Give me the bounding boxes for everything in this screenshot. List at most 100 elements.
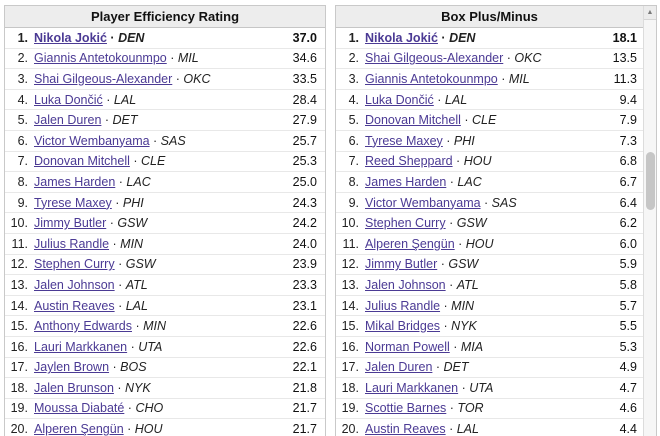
player-cell: Reed Sheppard · HOU [365,154,603,168]
player-link[interactable]: Austin Reaves [365,422,446,436]
leaderboard-row: 6. Victor Wembanyama · SAS 25.7 [5,131,325,152]
team-code: SAS [160,133,186,148]
stat-value: 5.9 [619,257,637,272]
team-code: LAL [456,422,479,436]
team-code: HOU [134,422,163,436]
leaderboard-row: 20. Alperen Şengün · HOU 21.7 [5,419,325,436]
leaderboard-row: 8. James Harden · LAC 6.7 [336,172,656,193]
player-link[interactable]: Nikola Jokić [34,30,107,45]
player-link[interactable]: Shai Gilgeous-Alexander [34,71,173,86]
player-link[interactable]: Jalen Duren [365,360,433,375]
player-link[interactable]: Moussa Diabaté [34,401,125,416]
player-link[interactable]: Norman Powell [365,339,450,354]
rank-number: 4. [17,92,28,107]
team-code: GSW [448,257,479,272]
player-link[interactable]: Stephen Curry [34,257,115,272]
player-link[interactable]: Donovan Mitchell [365,113,461,128]
separator-dot: · [109,360,121,375]
player-link[interactable]: Jaylen Brown [34,360,110,375]
leaderboard-row: 10. Jimmy Butler · GSW 24.2 [5,213,325,234]
stat-value: 34.6 [292,51,317,66]
player-link[interactable]: Shai Gilgeous-Alexander [365,51,504,66]
player-link[interactable]: Alperen Şengün [365,236,455,251]
team-code: OKC [514,51,542,66]
player-link[interactable]: Jalen Brunson [34,380,114,395]
rank-number: 12. [10,257,28,272]
stat-value: 11.3 [613,71,637,86]
player-link[interactable]: Tyrese Maxey [365,133,443,148]
player-link[interactable]: Jimmy Butler [365,257,438,272]
separator-dot: · [440,319,452,334]
player-cell: Nikola Jokić · DEN [365,31,603,45]
player-link[interactable]: Anthony Edwards [34,319,132,334]
leaderboard-row: 5. Jalen Duren · DET 27.9 [5,110,325,131]
leaderboard-row: 17. Jalen Duren · DET 4.9 [336,358,656,379]
rank-number: 12. [341,257,359,272]
player-cell: Alperen Şengün · HOU [34,422,283,436]
player-cell: Lauri Markkanen · UTA [365,381,603,395]
player-link[interactable]: Jalen Johnson [365,277,446,292]
player-link[interactable]: Giannis Antetokounmpo [34,51,167,66]
player-link[interactable]: James Harden [34,174,116,189]
rank-number: 10. [10,216,28,231]
player-link[interactable]: Nikola Jokić [365,30,438,45]
player-link[interactable]: Luka Dončić [365,92,434,107]
player-link[interactable]: Jalen Johnson [34,277,115,292]
leaderboard-row: 9. Tyrese Maxey · PHI 24.3 [5,193,325,214]
rank-number: 20. [10,422,28,436]
player-cell: Julius Randle · MIN [365,299,603,313]
scrollbar[interactable]: ▲ [643,6,656,436]
player-link[interactable]: Alperen Şengün [34,422,124,436]
player-cell: Jalen Duren · DET [34,113,283,127]
player-link[interactable]: Jalen Duren [34,113,102,128]
scroll-up-button[interactable]: ▲ [644,6,656,20]
player-link[interactable]: Giannis Antetokounmpo [365,71,498,86]
player-link[interactable]: Austin Reaves [34,298,115,313]
player-link[interactable]: Mikal Bridges [365,319,441,334]
separator-dot: · [102,92,114,107]
separator-dot: · [449,339,461,354]
panel-title: Box Plus/Minus [336,6,656,28]
leaderboard-row: 16. Norman Powell · MIA 5.3 [336,337,656,358]
player-link[interactable]: Lauri Markkanen [34,339,128,354]
leaderboard-row: 19. Moussa Diabaté · CHO 21.7 [5,399,325,420]
player-link[interactable]: Julius Randle [34,236,110,251]
player-link[interactable]: Victor Wembanyama [365,195,481,210]
leaderboard-row: 13. Jalen Johnson · ATL 5.8 [336,275,656,296]
leaderboard-row: 17. Jaylen Brown · BOS 22.1 [5,358,325,379]
chevron-up-icon: ▲ [646,9,654,16]
player-link[interactable]: Reed Sheppard [365,154,453,169]
player-link[interactable]: Luka Dončić [34,92,103,107]
team-code: BOS [120,360,147,375]
player-cell: Nikola Jokić · DEN [34,31,283,45]
player-link[interactable]: Scottie Barnes [365,401,447,416]
stat-value: 18.1 [612,30,637,45]
stat-value: 6.2 [619,216,637,231]
player-cell: Tyrese Maxey · PHI [34,196,283,210]
leaderboard-row: 18. Jalen Brunson · NYK 21.8 [5,378,325,399]
team-code: TOR [457,401,484,416]
player-link[interactable]: Stephen Curry [365,216,446,231]
stat-value: 5.8 [619,277,637,292]
player-link[interactable]: Julius Randle [365,298,441,313]
player-link[interactable]: Donovan Mitchell [34,154,130,169]
stat-value: 5.3 [619,339,637,354]
team-code: LAL [125,298,148,313]
player-link[interactable]: Jimmy Butler [34,216,107,231]
leaderboard-row: 3. Shai Gilgeous-Alexander · OKC 33.5 [5,69,325,90]
player-link[interactable]: Tyrese Maxey [34,195,112,210]
team-code: ATL [125,277,148,292]
separator-dot: · [106,216,118,231]
player-link[interactable]: Lauri Markkanen [365,380,459,395]
player-cell: Anthony Edwards · MIN [34,319,283,333]
player-link[interactable]: Victor Wembanyama [34,133,150,148]
team-code: MIN [120,236,144,251]
scrollbar-thumb[interactable] [646,152,655,210]
team-code: CLE [472,113,497,128]
stat-value: 33.5 [292,71,317,86]
player-cell: Shai Gilgeous-Alexander · OKC [34,72,283,86]
team-code: OKC [183,71,211,86]
player-link[interactable]: James Harden [365,174,447,189]
stat-value: 4.9 [619,360,637,375]
rank-number: 1. [17,30,28,45]
